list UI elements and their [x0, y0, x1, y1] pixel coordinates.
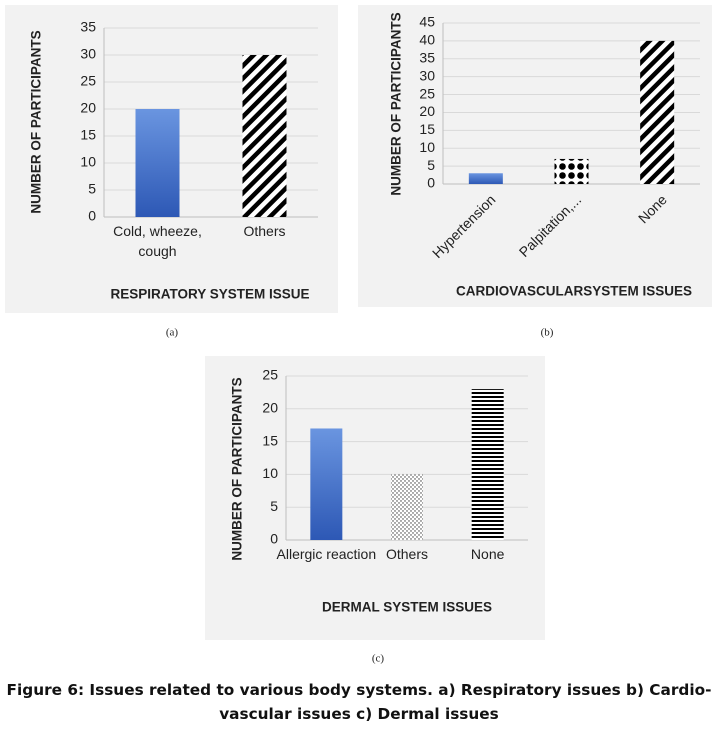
x-tick-label-box: Others [385, 546, 428, 562]
x-tick-label-box: Others [243, 223, 286, 239]
y-tick-label: 20 [80, 100, 96, 116]
x-tick-label-box: None [470, 546, 505, 562]
bar [640, 40, 675, 185]
y-tick-label: 35 [80, 19, 96, 35]
y-tick-label: 40 [419, 32, 435, 48]
x-axis-title: DERMAL SYSTEM ISSUES [322, 600, 492, 615]
y-tick-label: 25 [80, 73, 96, 89]
y-tick-label: 25 [262, 367, 278, 383]
y-tick-label: 20 [262, 400, 278, 416]
x-tick-label: None [470, 546, 505, 562]
y-tick-label: 5 [270, 498, 278, 514]
x-tick-label: Others [243, 223, 286, 239]
x-tick-label: Others [385, 546, 428, 562]
y-tick-label: 10 [262, 465, 278, 481]
bar [471, 389, 504, 540]
y-tick-label: 20 [419, 103, 435, 119]
figure-caption: Figure 6: Issues related to various body… [6, 681, 712, 723]
x-axis-title: RESPIRATORY SYSTEM ISSUE [110, 287, 309, 302]
y-tick-label: 10 [419, 139, 435, 155]
bar [310, 428, 343, 540]
y-tick-label: 5 [427, 157, 435, 173]
chart-panel: 0 5 10 15 20 25 30 35 Cold, wheeze, cough Others N… [5, 5, 338, 339]
y-axis-title: NUMBER OF PARTICIPANTS [29, 30, 44, 213]
bar [468, 173, 503, 184]
x-tick-label: Cold, wheeze, cough [113, 223, 202, 259]
y-tick-label: 10 [80, 154, 96, 170]
bar [391, 474, 423, 540]
bar [135, 109, 180, 217]
x-tick-label-box: Allergic reaction [276, 546, 377, 562]
y-tick-label: 0 [88, 208, 96, 224]
panel-label: (a) [166, 327, 179, 339]
x-axis-title: CARDIOVASCULARSYSTEM ISSUES [456, 284, 692, 299]
y-tick-label: 30 [419, 67, 435, 83]
panel-label: (c) [372, 653, 385, 665]
x-tick-label-box: Cold, wheeze, cough [113, 223, 202, 259]
y-tick-label: 15 [80, 127, 96, 143]
y-tick-label: 5 [88, 181, 96, 197]
chart-panel: 0 5 10 15 20 25 Allergic reaction Others None NUM… [205, 356, 545, 665]
figure: 0 5 10 15 20 25 30 35 Cold, wheeze, cough Others N… [5, 5, 712, 665]
y-tick-label: 15 [419, 121, 435, 137]
y-axis-title: NUMBER OF PARTICIPANTS [230, 377, 245, 560]
y-tick-label: 35 [419, 49, 435, 65]
bar [242, 55, 287, 217]
panel-label: (b) [541, 327, 554, 339]
y-tick-label: 0 [270, 531, 278, 547]
y-tick-label: 15 [262, 432, 278, 448]
x-tick-label: Allergic reaction [276, 546, 377, 562]
y-tick-label: 0 [427, 175, 435, 191]
bar [554, 158, 589, 184]
y-tick-label: 45 [419, 14, 435, 30]
y-tick-label: 25 [419, 85, 435, 101]
y-axis-title: NUMBER OF PARTICIPANTS [389, 12, 404, 195]
y-tick-label: 30 [80, 46, 96, 62]
